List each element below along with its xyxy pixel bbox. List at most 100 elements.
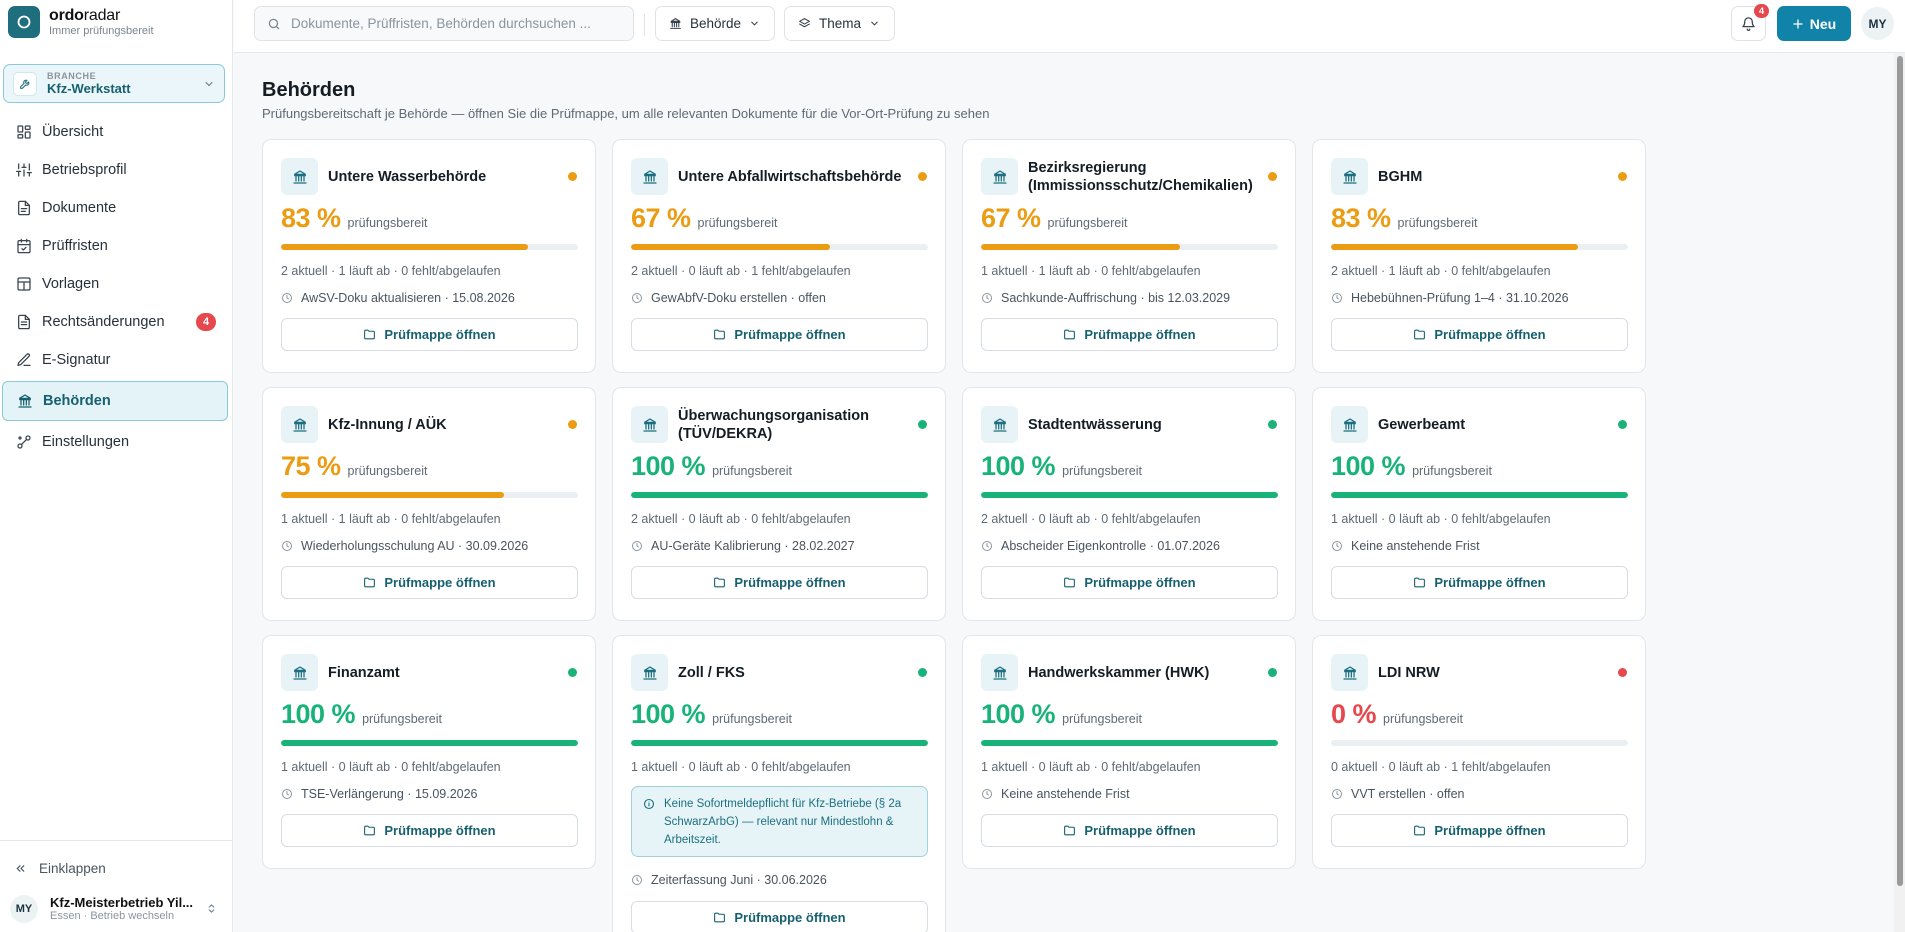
sidebar-item-betriebsprofil[interactable]: Betriebsprofil [2, 151, 231, 189]
next-deadline-text: Keine anstehende Frist [1001, 787, 1130, 801]
open-pruefmappe-button[interactable]: Prüfmappe öffnen [631, 901, 928, 932]
sidebar-item-dokumente[interactable]: Dokumente [2, 189, 231, 227]
sidebar-item-rechtsänderungen[interactable]: Rechtsänderungen 4 [2, 303, 231, 341]
authority-name: Überwachungsorganisation (TÜV/DEKRA) [678, 407, 869, 442]
landmark-icon [992, 417, 1007, 432]
new-button-label: Neu [1809, 15, 1837, 32]
page-title: Behörden [262, 79, 356, 101]
readiness-percent: 100 % [981, 699, 1056, 729]
document-stats: 1 aktuell · 0 läuft ab · 0 fehlt/abgelau… [631, 760, 851, 774]
authority-name: LDI NRW [1378, 664, 1440, 681]
open-pruefmappe-button[interactable]: Prüfmappe öffnen [981, 814, 1278, 847]
open-pruefmappe-button[interactable]: Prüfmappe öffnen [631, 566, 928, 599]
open-pruefmappe-button[interactable]: Prüfmappe öffnen [281, 814, 578, 847]
authority-card: Bezirksregierung (Immissionsschutz/Chemi… [962, 139, 1296, 373]
authority-card: Handwerkskammer (HWK) 100 % prüfungsbereit… [962, 635, 1296, 869]
folder-icon [1064, 329, 1076, 340]
collapse-button[interactable]: Einklappen [14, 861, 106, 876]
sidebar-item-label: Einstellungen [42, 434, 130, 450]
landmark-icon [642, 169, 657, 184]
sidebar-item-label: Übersicht [42, 124, 104, 140]
filter-thema-button[interactable]: Thema [784, 6, 896, 41]
landmark-icon [642, 417, 657, 432]
readiness-label: prüfungsbereit [1397, 216, 1478, 230]
open-pruefmappe-button[interactable]: Prüfmappe öffnen [1331, 566, 1628, 599]
bell-icon [1742, 17, 1755, 31]
chevron-down-icon [203, 78, 215, 90]
folder-icon [1064, 825, 1076, 836]
sidebar-item-label: Prüffristen [42, 238, 108, 254]
authority-card: Gewerbeamt 100 % prüfungsbereit 1 aktuell ·… [1312, 387, 1646, 621]
header-avatar[interactable]: MY [1861, 7, 1894, 40]
sidebar-item-vorlagen[interactable]: Vorlagen [2, 265, 231, 303]
user-switcher[interactable]: MY Kfz-Meisterbetrieb Yil... Essen · Bet… [0, 885, 233, 932]
readiness-bar-fill [631, 492, 928, 498]
status-dot [918, 668, 927, 677]
next-deadline-text: Zeiterfassung Juni · 30.06.2026 [651, 873, 827, 887]
search-box[interactable] [254, 6, 634, 41]
readiness-bar [281, 740, 578, 746]
open-pruefmappe-button[interactable]: Prüfmappe öffnen [1331, 814, 1628, 847]
info-text: Keine Sofortmeldepflicht für Kfz-Betrieb… [664, 798, 902, 846]
folder-icon [364, 577, 376, 588]
authority-icon [981, 158, 1018, 195]
document-icon [18, 200, 30, 216]
authority-icon [631, 406, 668, 443]
readiness-bar-fill [981, 492, 1278, 498]
readiness-bar-fill [1331, 244, 1578, 250]
readiness-label: prüfungsbereit [697, 216, 778, 230]
authority-name: Untere Wasserbehörde [328, 168, 487, 185]
new-button[interactable]: Neu [1777, 6, 1851, 41]
sidebar-item-behörden[interactable]: Behörden [2, 381, 228, 421]
wrench-icon [13, 71, 37, 96]
sidebar-item-übersicht[interactable]: Übersicht [2, 113, 231, 151]
authority-card: Untere Wasserbehörde 83 % prüfungsbereit 2 … [262, 139, 596, 373]
next-deadline-text: GewAbfV-Doku erstellen · offen [651, 291, 826, 305]
authority-name: BGHM [1378, 168, 1423, 185]
open-pruefmappe-button[interactable]: Prüfmappe öffnen [281, 318, 578, 351]
sidebar-item-einstellungen[interactable]: Einstellungen [2, 423, 231, 461]
clock-icon [1332, 541, 1342, 551]
landmark-icon [1342, 169, 1357, 184]
next-deadline: AU-Geräte Kalibrierung · 28.02.2027 [631, 539, 855, 553]
document-stats: 1 aktuell · 0 läuft ab · 0 fehlt/abgelau… [1331, 512, 1551, 526]
scrollbar-thumb[interactable] [1897, 56, 1903, 886]
readiness-bar [631, 244, 928, 250]
next-deadline: Keine anstehende Frist [1331, 539, 1480, 553]
next-deadline: Hebebühnen-Prüfung 1–4 · 31.10.2026 [1331, 291, 1569, 305]
chevrons-left-icon [16, 865, 25, 872]
notifications-button[interactable]: 4 [1731, 4, 1769, 41]
open-pruefmappe-button[interactable]: Prüfmappe öffnen [281, 566, 578, 599]
sliders-icon [16, 163, 32, 177]
readiness-percent: 100 % [631, 699, 706, 729]
clock-icon [982, 541, 992, 551]
readiness-percent: 83 % [1331, 203, 1391, 233]
sidebar-item-prüffristen[interactable]: Prüffristen [2, 227, 231, 265]
readiness-percent: 67 % [981, 203, 1041, 233]
next-deadline-text: Wiederholungsschulung AU · 30.09.2026 [301, 539, 529, 553]
chevron-down-icon [871, 21, 878, 26]
readiness-label: prüfungsbereit [712, 464, 792, 478]
sidebar-item-label: Rechtsänderungen [42, 314, 165, 330]
status-dot [1618, 420, 1627, 429]
open-pruefmappe-button[interactable]: Prüfmappe öffnen [981, 566, 1278, 599]
readiness-label: prüfungsbereit [1412, 464, 1492, 478]
authority-card: Kfz-Innung / AÜK 75 % prüfungsbereit 1 aktu… [262, 387, 596, 621]
app-logo[interactable]: ordoradar Immer prüfungsbereit [8, 6, 154, 38]
open-pruefmappe-button[interactable]: Prüfmappe öffnen [631, 318, 928, 351]
document-stats: 1 aktuell · 0 läuft ab · 0 fehlt/abgelau… [281, 760, 501, 774]
folder-icon [714, 577, 726, 588]
search-input[interactable] [291, 16, 621, 31]
filter-behoerde-button[interactable]: Behörde [655, 6, 776, 41]
clock-icon [632, 293, 642, 303]
open-pruefmappe-button[interactable]: Prüfmappe öffnen [981, 318, 1278, 351]
authority-icon [981, 654, 1018, 691]
open-pruefmappe-button[interactable]: Prüfmappe öffnen [1331, 318, 1628, 351]
readiness-bar-fill [981, 740, 1278, 746]
branche-selector[interactable]: BRANCHE Kfz-Werkstatt [3, 64, 225, 103]
next-deadline: VVT erstellen · offen [1331, 787, 1465, 801]
sidebar-item-e-signatur[interactable]: E-Signatur [2, 341, 231, 379]
app-name: ordoradar [49, 6, 121, 24]
clock-icon [282, 789, 292, 799]
landmark-icon [1342, 665, 1357, 680]
